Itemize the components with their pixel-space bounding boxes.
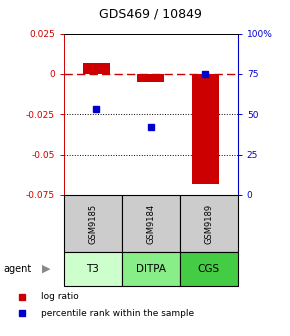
Bar <box>137 74 164 82</box>
Bar <box>180 195 238 252</box>
Bar <box>122 252 180 286</box>
Text: DITPA: DITPA <box>136 264 166 274</box>
Text: T3: T3 <box>86 264 99 274</box>
Bar <box>64 252 122 286</box>
Text: GSM9189: GSM9189 <box>204 203 213 244</box>
Bar <box>192 74 219 183</box>
Text: log ratio: log ratio <box>41 292 78 301</box>
Text: CGS: CGS <box>198 264 220 274</box>
Bar <box>180 252 238 286</box>
Text: agent: agent <box>3 264 31 274</box>
Text: GSM9185: GSM9185 <box>88 203 97 244</box>
Text: ▶: ▶ <box>42 264 51 274</box>
Text: percentile rank within the sample: percentile rank within the sample <box>41 309 194 318</box>
Text: GDS469 / 10849: GDS469 / 10849 <box>99 7 202 20</box>
Bar <box>122 195 180 252</box>
Text: GSM9184: GSM9184 <box>146 203 155 244</box>
Bar <box>83 62 110 74</box>
Bar <box>64 195 122 252</box>
